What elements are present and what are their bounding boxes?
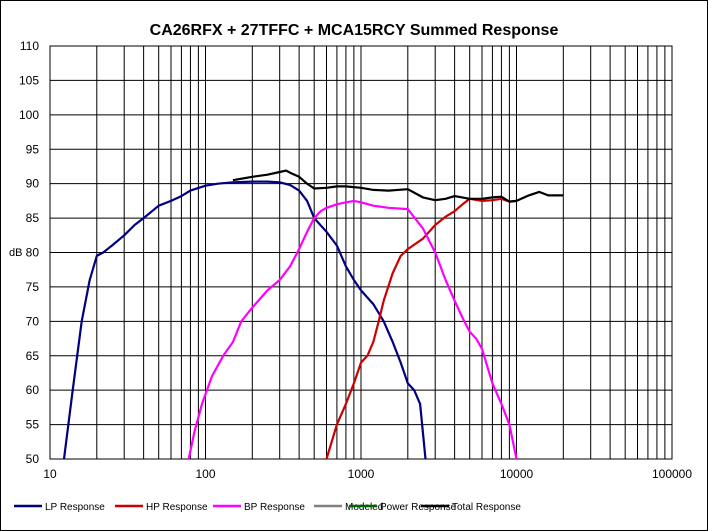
y-tick-label: 100	[19, 108, 39, 122]
y-tick-labels: 50 55 60 65 70 75 80 85 90 95 100 105 110	[19, 39, 39, 466]
x-tick-label: 100	[195, 467, 215, 481]
y-tick-label: 70	[26, 314, 40, 328]
y-tick-label: 95	[26, 142, 40, 156]
legend-label: BP Response	[244, 502, 305, 513]
y-tick-label: 55	[26, 418, 40, 432]
y-tick-label: 60	[26, 383, 40, 397]
legend-label: Total Response	[452, 502, 521, 513]
legend-label: Modeled	[345, 502, 383, 513]
grid	[49, 45, 672, 460]
legend: LP Response HP Response BP Response Modeled…	[14, 502, 521, 513]
x-tick-label: 1000	[348, 467, 375, 481]
series-line-5	[232, 169, 564, 203]
x-tick-label: 10	[43, 467, 57, 481]
chart-title: CA26RFX + 27TFFC + MCA15RCY Summed Respo…	[149, 22, 559, 39]
y-axis-label: dB	[9, 247, 22, 259]
x-tick-labels: 10 100 1000 10000 100000	[43, 467, 692, 481]
legend-label: LP Response	[45, 502, 105, 513]
y-tick-label: 110	[20, 39, 39, 53]
legend-label: Power Response	[380, 502, 457, 513]
y-tick-label: 90	[26, 177, 40, 191]
x-tick-label: 100000	[652, 467, 692, 481]
series-group	[62, 169, 564, 460]
y-tick-label: 105	[19, 73, 39, 87]
series-line-2	[187, 199, 518, 460]
x-tick-label: 10000	[500, 467, 534, 481]
series-line-1	[325, 197, 517, 460]
y-tick-label: 80	[26, 246, 40, 260]
y-tick-label: 65	[26, 349, 40, 363]
legend-label: HP Response	[146, 502, 208, 513]
y-tick-label: 75	[26, 280, 40, 294]
plot-border	[49, 45, 673, 460]
y-tick-label: 85	[26, 211, 40, 225]
series-line-0	[62, 180, 427, 460]
y-tick-label: 50	[26, 452, 40, 466]
